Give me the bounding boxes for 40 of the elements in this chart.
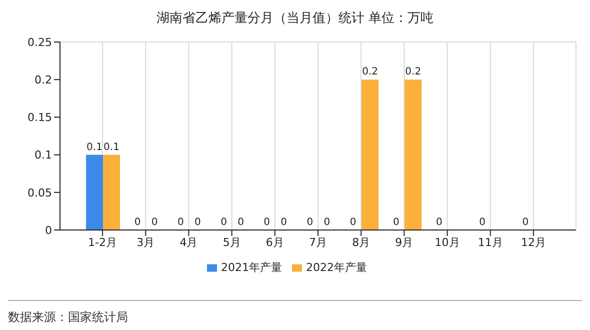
- data-label: 0: [151, 217, 158, 228]
- x-tick-label: 12月: [520, 236, 546, 249]
- data-label: 0: [264, 217, 270, 228]
- x-tick-label: 10月: [434, 236, 460, 249]
- x-tick-label: 1-2月: [88, 236, 118, 249]
- chart-title: 湖南省乙烯产量分月（当月值）统计 单位：万吨: [155, 10, 435, 28]
- data-label: 0: [238, 217, 244, 228]
- x-tick-label: 6月: [266, 236, 284, 249]
- data-label: 0: [280, 217, 288, 228]
- data-label: 0: [392, 217, 400, 228]
- data-label: 0: [194, 217, 201, 228]
- data-label: 0: [306, 217, 314, 228]
- legend-label: 2022年产量: [306, 261, 367, 274]
- data-label: 0.1: [104, 142, 120, 153]
- data-label: 0: [522, 217, 529, 228]
- data-label: 0: [220, 217, 227, 228]
- data-label: 0: [479, 217, 486, 228]
- y-tick-label: 0.15: [28, 111, 52, 124]
- x-tick-label: 3月: [136, 236, 155, 249]
- x-tick-label: 5月: [222, 236, 241, 249]
- y-tick-label: 0.1: [34, 148, 52, 162]
- data-label: 0: [350, 217, 356, 228]
- data-label: 0: [177, 217, 184, 228]
- data-label: 0.2: [405, 66, 422, 78]
- data-label: 0.2: [362, 66, 378, 78]
- x-tick-label: 7月: [309, 236, 327, 249]
- data-label: 0.1: [86, 142, 102, 153]
- legend-label: 2021年产量: [221, 261, 282, 274]
- y-tick-label: 0: [45, 224, 52, 237]
- x-tick-label: 11月: [478, 236, 503, 249]
- x-tick-label: 8月: [352, 236, 370, 249]
- data-label: 0: [134, 217, 141, 228]
- y-tick-label: 0.05: [28, 186, 52, 200]
- data-label: 0: [324, 217, 330, 228]
- source-note: 数据来源：国家统计局: [8, 309, 129, 326]
- data-label: 0: [436, 217, 442, 228]
- x-tick-label: 4月: [180, 236, 198, 249]
- y-tick-label: 0.2: [34, 74, 52, 87]
- y-tick-label: 0.25: [28, 36, 52, 49]
- x-tick-label: 9月: [395, 236, 414, 249]
